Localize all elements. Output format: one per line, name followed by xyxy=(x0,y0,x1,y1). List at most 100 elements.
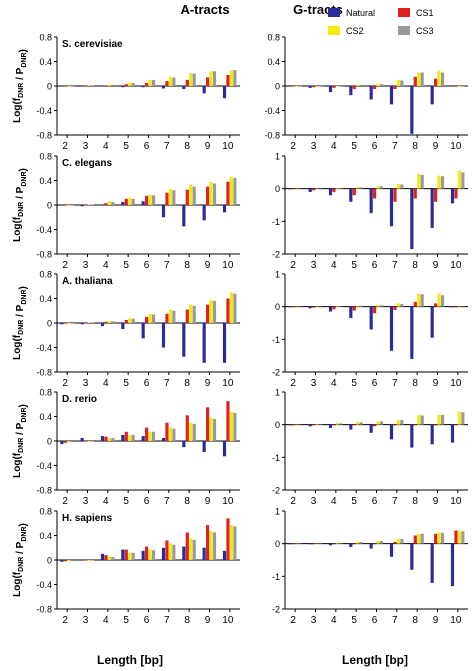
x-tick-label: 10 xyxy=(222,378,234,389)
bar-cs3 xyxy=(212,300,217,323)
x-tick-label: 5 xyxy=(351,141,357,152)
x-tick-label: 9 xyxy=(433,378,439,389)
bar-cs1 xyxy=(206,407,210,441)
bar-cs3 xyxy=(420,533,424,544)
x-tick-label: 3 xyxy=(83,141,89,152)
bar-cs1 xyxy=(413,301,417,307)
x-tick-label: 4 xyxy=(103,496,109,507)
bar-cs2 xyxy=(396,303,400,307)
x-tick-label: 5 xyxy=(351,260,357,271)
bar-cs1 xyxy=(332,543,336,545)
x-tick-label: 2 xyxy=(62,260,68,271)
organism-label: D. rerio xyxy=(62,394,97,405)
bar-natural xyxy=(60,441,64,445)
y-axis-label: Log(fDNR / PDNR) xyxy=(12,286,29,360)
x-tick-label: 2 xyxy=(290,141,296,152)
bar-cs3 xyxy=(151,314,156,323)
bar-cs2 xyxy=(457,86,461,87)
bar-cs2 xyxy=(168,309,172,323)
bar-cs3 xyxy=(400,420,404,425)
bar-natural xyxy=(369,543,373,549)
bar-natural xyxy=(430,306,434,338)
y-tick-label: -2 xyxy=(272,250,280,260)
bar-cs2 xyxy=(148,549,152,560)
y-tick-label: 0 xyxy=(47,437,52,447)
bar-cs2 xyxy=(295,424,299,426)
bar-cs3 xyxy=(111,84,115,86)
y-tick-label: 0 xyxy=(275,539,280,549)
x-tick-label: 2 xyxy=(62,615,68,626)
bar-natural xyxy=(288,306,292,308)
bar-natural xyxy=(222,441,227,457)
x-tick-label: 3 xyxy=(83,260,89,271)
panel-a-tracts-c-elegans: -0.8 -0.4 0 0.4 0.8 C. elegans Log(fDNR / PDNR… xyxy=(12,152,240,271)
bar-cs1 xyxy=(104,203,108,205)
bar-cs1 xyxy=(145,427,149,441)
panel-g-tracts-h-sapiens: -2 -1 0 1 2 3 4 5 6 7 8 9 10 xyxy=(272,507,468,626)
bar-cs3 xyxy=(318,188,323,190)
bar-cs2 xyxy=(209,417,213,441)
x-tick-label: 4 xyxy=(103,615,109,626)
panel-g-tracts-c-elegans: -2 -1 0 1 2 3 4 5 6 7 8 9 10 xyxy=(272,152,468,271)
bar-cs1 xyxy=(434,303,438,307)
bar-cs2 xyxy=(315,188,319,190)
y-tick-label: 0 xyxy=(47,82,52,92)
legend: Natural CS1 CS2 CS3 xyxy=(328,8,434,36)
y-tick-label: 0.4 xyxy=(267,57,280,67)
bar-cs1 xyxy=(185,189,189,205)
x-tick-label: 6 xyxy=(144,615,150,626)
bar-cs2 xyxy=(128,197,132,205)
bar-natural xyxy=(288,424,292,426)
y-tick-label: 0.8 xyxy=(267,33,280,43)
x-tick-label: 8 xyxy=(184,141,190,152)
bar-cs1 xyxy=(373,306,377,314)
x-tick-label: 10 xyxy=(222,260,234,271)
bar-cs1 xyxy=(124,431,128,441)
bar-cs1 xyxy=(84,560,88,561)
x-tick-label: 10 xyxy=(222,141,234,152)
bar-cs2 xyxy=(189,184,193,205)
x-tick-label: 9 xyxy=(433,141,439,152)
bar-natural xyxy=(60,323,64,325)
bar-cs1 xyxy=(124,84,128,86)
x-tick-label: 5 xyxy=(351,496,357,507)
bar-cs1 xyxy=(104,555,108,560)
bar-cs3 xyxy=(461,412,465,425)
bar-cs1 xyxy=(312,543,316,545)
bar-cs3 xyxy=(359,84,363,86)
bar-cs1 xyxy=(165,540,169,560)
bar-cs1 xyxy=(206,525,210,560)
x-tick-label: 7 xyxy=(164,496,170,507)
bar-natural xyxy=(161,323,166,348)
x-tick-label: 2 xyxy=(62,496,68,507)
bar-cs1 xyxy=(84,441,88,442)
bar-cs2 xyxy=(67,205,71,206)
bar-cs1 xyxy=(312,306,316,308)
bar-cs2 xyxy=(335,188,339,189)
bar-natural xyxy=(450,86,455,87)
x-tick-label: 7 xyxy=(392,378,398,389)
bar-cs2 xyxy=(148,313,152,323)
bar-cs1 xyxy=(145,82,149,86)
bar-cs3 xyxy=(70,560,74,562)
bar-cs1 xyxy=(226,518,230,560)
panel-a-tracts-h-sapiens: -0.8 -0.4 0 0.4 0.8 H. sapiens Log(fDNR / PDNR… xyxy=(12,507,240,626)
bar-natural xyxy=(161,86,166,89)
bar-cs1 xyxy=(413,188,417,199)
bar-cs3 xyxy=(440,176,445,189)
bar-cs1 xyxy=(454,188,458,199)
bar-cs2 xyxy=(67,560,71,562)
bar-cs3 xyxy=(379,305,384,307)
x-tick-label: 4 xyxy=(331,615,337,626)
panel-g-tracts-s-cerevisiae: -0.8 -0.4 0 0.4 0.8 2 3 4 5 6 7 8 9 10 xyxy=(264,33,468,152)
y-tick-label: 0 xyxy=(275,82,280,92)
bar-natural xyxy=(222,205,227,213)
y-tick-label: 0.8 xyxy=(39,270,52,280)
x-tick-label: 2 xyxy=(62,141,68,152)
bar-cs2 xyxy=(209,71,213,86)
bar-cs2 xyxy=(437,175,441,189)
bar-cs1 xyxy=(291,424,295,426)
bar-cs3 xyxy=(318,543,323,545)
bar-cs3 xyxy=(318,424,323,425)
